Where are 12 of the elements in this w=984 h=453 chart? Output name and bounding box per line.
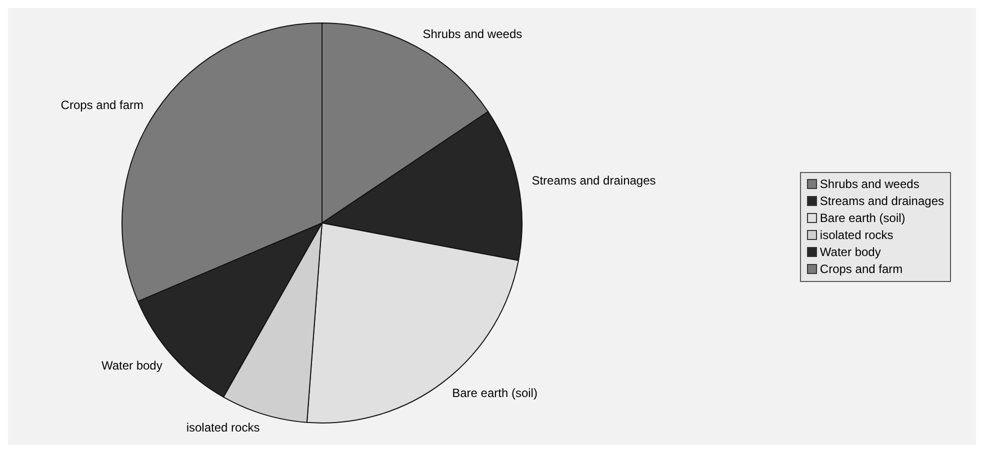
slice-label: Crops and farm [60, 98, 144, 112]
legend-label: isolated rocks [820, 226, 894, 244]
slice-label: Bare earth (soil) [452, 386, 538, 400]
legend-label: Streams and drainages [820, 192, 944, 210]
slice-label: Shrubs and weeds [422, 27, 522, 42]
legend-label: Shrubs and weeds [820, 176, 920, 192]
slice-label: isolated rocks [186, 420, 260, 435]
slice-label: Streams and drainages [532, 173, 656, 188]
legend-label: Water body [820, 244, 881, 260]
legend-label: Bare earth (soil) [820, 210, 906, 226]
slice-label: Water body [101, 358, 162, 373]
legend-label: Crops and farm [820, 260, 903, 278]
